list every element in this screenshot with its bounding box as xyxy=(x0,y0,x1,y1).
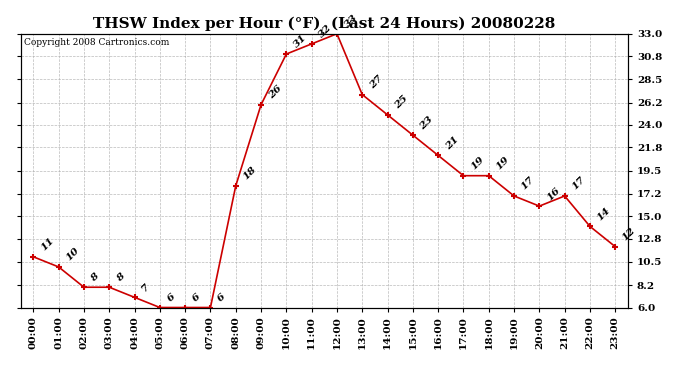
Text: 19: 19 xyxy=(469,155,486,171)
Text: 31: 31 xyxy=(292,33,308,50)
Text: 23: 23 xyxy=(418,114,435,131)
Text: 11: 11 xyxy=(39,236,55,253)
Text: 16: 16 xyxy=(545,185,562,202)
Text: 32: 32 xyxy=(317,23,334,40)
Text: 17: 17 xyxy=(570,175,586,192)
Text: 27: 27 xyxy=(368,74,384,90)
Text: 6: 6 xyxy=(216,292,228,303)
Text: 6: 6 xyxy=(190,292,202,303)
Text: 21: 21 xyxy=(444,135,460,151)
Text: 12: 12 xyxy=(621,226,638,243)
Text: 19: 19 xyxy=(494,155,511,171)
Text: 6: 6 xyxy=(166,292,177,303)
Text: 26: 26 xyxy=(266,84,283,100)
Text: 25: 25 xyxy=(393,94,410,111)
Text: 17: 17 xyxy=(520,175,536,192)
Text: 8: 8 xyxy=(115,272,126,283)
Text: 7: 7 xyxy=(140,282,152,293)
Text: Copyright 2008 Cartronics.com: Copyright 2008 Cartronics.com xyxy=(23,38,169,47)
Text: 33: 33 xyxy=(342,13,359,30)
Text: 8: 8 xyxy=(90,272,101,283)
Title: THSW Index per Hour (°F)  (Last 24 Hours) 20080228: THSW Index per Hour (°F) (Last 24 Hours)… xyxy=(93,17,555,31)
Text: 10: 10 xyxy=(64,246,81,263)
Text: 14: 14 xyxy=(595,206,612,222)
Text: 18: 18 xyxy=(241,165,258,182)
